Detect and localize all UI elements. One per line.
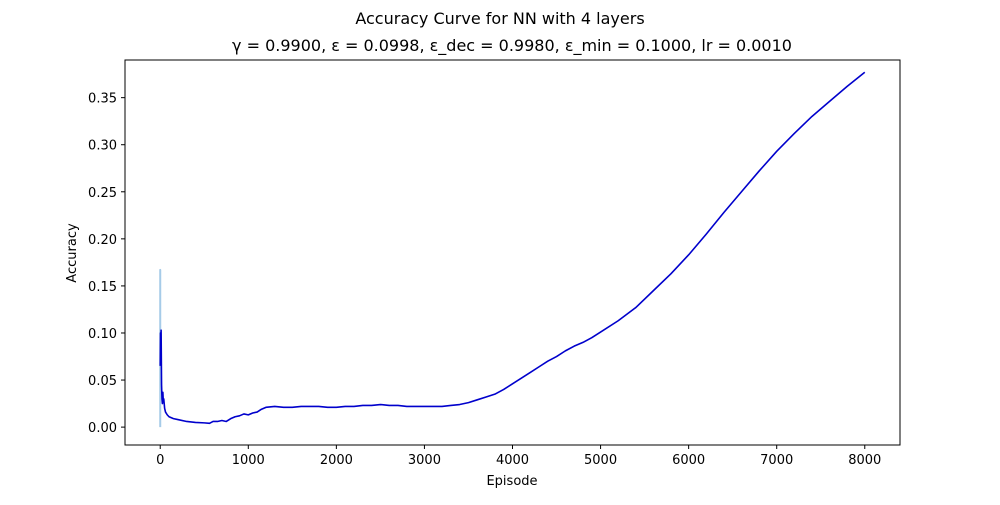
series-line-smoothed (159, 71, 866, 425)
y-tick-label: 0.10 (88, 327, 117, 342)
x-tick-label: 3000 (408, 453, 441, 468)
x-tick-label: 7000 (760, 453, 793, 468)
x-tick-label: 0 (156, 453, 164, 468)
x-tick-label: 2000 (320, 453, 353, 468)
y-axis-ticks: 0.00 0.05 0.10 0.15 0.20 0.25 0.30 0.35 (88, 92, 125, 436)
x-tick-label: 1000 (232, 453, 265, 468)
x-tick-label: 5000 (584, 453, 617, 468)
y-tick-label: 0.00 (88, 421, 117, 436)
chart-suptitle: Accuracy Curve for NN with 4 layers (355, 9, 644, 28)
y-axis-label: Accuracy (65, 223, 80, 283)
x-tick-label: 4000 (496, 453, 529, 468)
y-tick-label: 0.25 (88, 186, 117, 201)
series-layer (159, 71, 866, 428)
y-tick-label: 0.20 (88, 233, 117, 248)
y-tick-label: 0.30 (88, 139, 117, 154)
x-tick-label: 6000 (672, 453, 705, 468)
y-tick-label: 0.15 (88, 280, 117, 295)
x-tick-label: 8000 (848, 453, 881, 468)
x-axis-ticks: 0 1000 2000 3000 4000 5000 6000 7000 8000 (156, 445, 881, 468)
y-tick-label: 0.05 (88, 374, 117, 389)
chart-title: γ = 0.9900, ε = 0.0998, ε_dec = 0.9980, … (232, 36, 792, 56)
y-tick-label: 0.35 (88, 92, 117, 107)
x-axis-label: Episode (486, 474, 537, 489)
